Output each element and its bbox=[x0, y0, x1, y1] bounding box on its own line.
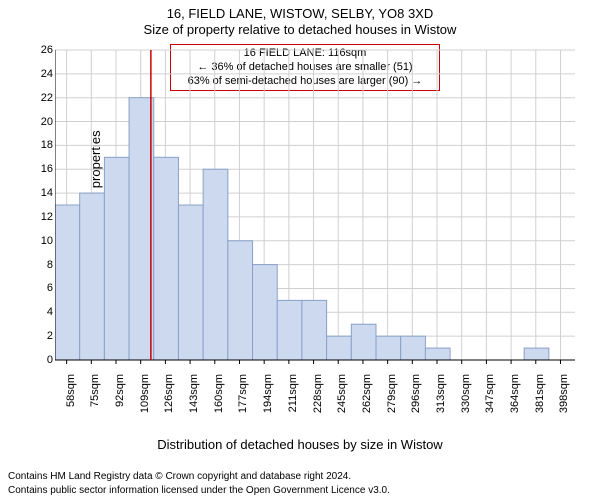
x-tick-label: 143sqm bbox=[188, 374, 200, 413]
y-tick-label: 6 bbox=[33, 282, 53, 294]
y-tick-label: 22 bbox=[33, 92, 53, 104]
y-tick-label: 14 bbox=[33, 187, 53, 199]
x-tick-label: 330sqm bbox=[460, 374, 472, 413]
x-tick-label: 75sqm bbox=[89, 374, 101, 407]
x-tick-label: 92sqm bbox=[114, 374, 126, 407]
x-tick-label: 228sqm bbox=[312, 374, 324, 413]
chart-title-desc: Size of property relative to detached ho… bbox=[0, 22, 600, 37]
x-tick-label: 194sqm bbox=[262, 374, 274, 413]
x-tick-label: 381sqm bbox=[534, 374, 546, 413]
x-axis-label: Distribution of detached houses by size … bbox=[0, 437, 600, 452]
credit-line-2: Contains public sector information licen… bbox=[8, 485, 390, 496]
x-tick-label: 279sqm bbox=[386, 374, 398, 413]
credit-line-1: Contains HM Land Registry data © Crown c… bbox=[8, 471, 351, 482]
y-tick-label: 18 bbox=[33, 139, 53, 151]
y-tick-label: 2 bbox=[33, 330, 53, 342]
x-tick-label: 58sqm bbox=[65, 374, 77, 407]
x-tick-label: 126sqm bbox=[163, 374, 175, 413]
x-tick-label: 109sqm bbox=[139, 374, 151, 413]
x-tick-label: 364sqm bbox=[509, 374, 521, 413]
x-tick-label: 398sqm bbox=[558, 374, 570, 413]
y-tick-label: 4 bbox=[33, 306, 53, 318]
y-tick-label: 16 bbox=[33, 163, 53, 175]
x-tick-label: 245sqm bbox=[336, 374, 348, 413]
x-tick-label: 313sqm bbox=[435, 374, 447, 413]
x-tick-label: 262sqm bbox=[361, 374, 373, 413]
y-tick-label: 26 bbox=[33, 44, 53, 56]
x-tick-label: 160sqm bbox=[213, 374, 225, 413]
x-tick-label: 211sqm bbox=[287, 374, 299, 412]
x-tick-label: 347sqm bbox=[484, 374, 496, 413]
x-tick-label: 296sqm bbox=[410, 374, 422, 413]
y-tick-label: 12 bbox=[33, 211, 53, 223]
histogram-plot bbox=[55, 40, 575, 405]
y-tick-label: 0 bbox=[33, 354, 53, 366]
y-tick-label: 24 bbox=[33, 68, 53, 80]
y-tick-label: 10 bbox=[33, 235, 53, 247]
x-tick-label: 177sqm bbox=[237, 374, 249, 413]
y-tick-label: 8 bbox=[33, 259, 53, 271]
y-tick-label: 20 bbox=[33, 116, 53, 128]
chart-title-address: 16, FIELD LANE, WISTOW, SELBY, YO8 3XD bbox=[0, 6, 600, 21]
